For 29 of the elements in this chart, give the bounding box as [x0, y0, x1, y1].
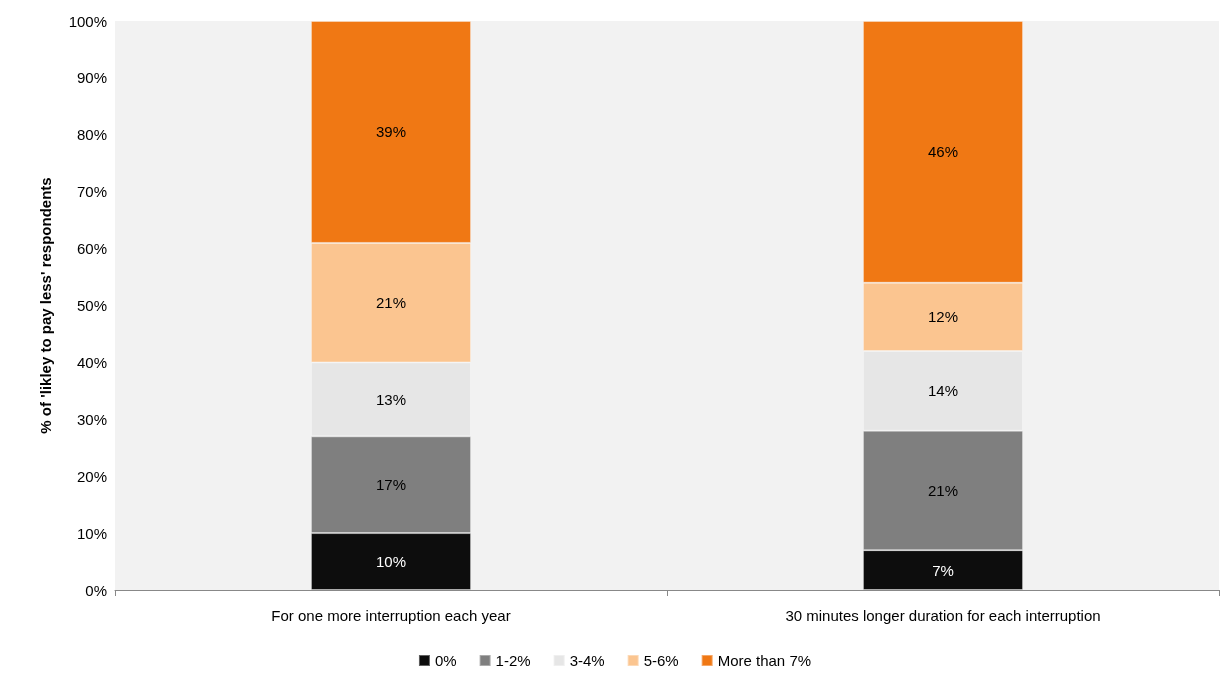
y-tick-label: 60%: [76, 240, 107, 258]
y-axis-title: % of 'likley to pay less' respondents: [37, 177, 54, 434]
data-label: 13%: [375, 390, 407, 408]
x-tick-label: 30 minutes longer duration for each interruption: [785, 607, 1101, 624]
data-label: 17%: [375, 476, 407, 494]
legend-label: 3-4%: [569, 652, 605, 669]
data-label: 21%: [927, 481, 959, 499]
x-tick-label: For one more interruption each year: [271, 607, 511, 624]
data-label: 39%: [375, 123, 407, 141]
y-tick-label: 20%: [76, 467, 107, 485]
data-label: 14%: [927, 382, 959, 400]
y-tick-label: 10%: [76, 524, 107, 542]
data-label: 46%: [927, 143, 959, 161]
y-tick-label: 70%: [76, 183, 107, 201]
y-tick-label: 40%: [76, 353, 107, 371]
y-tick-label: 0%: [85, 581, 107, 599]
data-label: 10%: [375, 553, 407, 571]
y-tick-label: 100%: [68, 12, 107, 30]
y-tick-label: 80%: [76, 126, 107, 144]
legend-label: 5-6%: [643, 652, 679, 669]
y-tick-label: 30%: [76, 410, 107, 428]
legend-label: 0%: [434, 652, 457, 669]
legend-label: More than 7%: [717, 652, 812, 669]
data-label: 21%: [375, 294, 407, 312]
y-tick-label: 50%: [76, 297, 107, 314]
data-label: 7%: [932, 561, 954, 579]
legend-label: 1-2%: [495, 652, 531, 669]
data-label: 12%: [927, 308, 959, 326]
y-tick-label: 90%: [76, 69, 107, 87]
